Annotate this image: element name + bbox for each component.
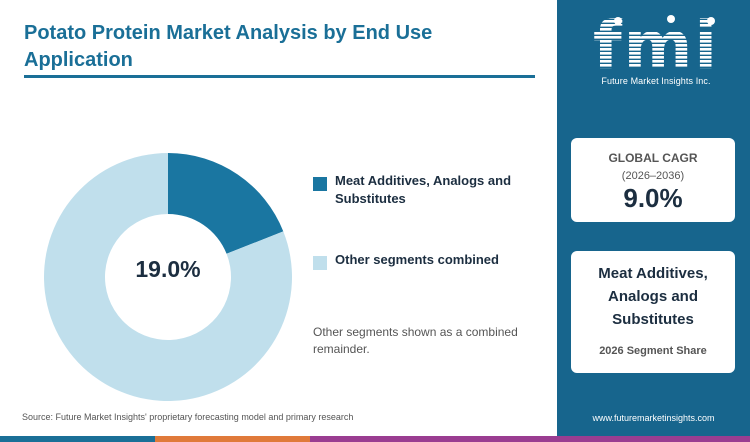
donut-slice-meat-additives [168, 153, 284, 254]
chart-title: Potato Protein Market Analysis by End Us… [24, 22, 433, 71]
legend-item-other-segments: Other segments combined [313, 251, 540, 270]
bottom-color-bar [0, 436, 750, 442]
fmi-logo: fmi Future Market Insights Inc. [571, 7, 741, 96]
source-text: Source: Future Market Insights' propriet… [22, 412, 354, 422]
legend-label-meat-additives: Meat Additives, Analogs and Substitutes [335, 173, 512, 206]
segment-card-sub: 2026 Segment Share [599, 345, 707, 357]
legend-swatch-meat-additives [313, 177, 327, 191]
title-underline [24, 75, 535, 78]
donut-chart: 19.0% [44, 153, 292, 401]
bottom-bar-segment-2 [155, 436, 310, 442]
chart-note: Other segments shown as a combined remai… [313, 325, 518, 356]
cagr-value: 9.0% [623, 183, 683, 213]
bottom-bar-segment-3 [310, 436, 750, 442]
sidebar: fmi Future Market Insights Inc. GLOBAL C… [557, 0, 750, 436]
legend-swatch-other-segments [313, 256, 327, 270]
donut-center-label: 19.0% [135, 256, 200, 282]
segment-card-label: Meat Additives, Analogs and Substitutes [598, 265, 708, 328]
donut-slice-other-segments [44, 153, 292, 401]
cagr-label: GLOBAL CAGR [608, 151, 698, 165]
svg-text:fmi: fmi [593, 12, 719, 74]
logo-tagline: Future Market Insights Inc. [601, 76, 711, 86]
fmi-logo-mark: fmi [593, 7, 719, 84]
cagr-period: (2026–2036) [621, 170, 685, 182]
cagr-card: GLOBAL CAGR (2026–2036) 9.0% [571, 138, 735, 222]
legend-item-meat-additives: Meat Additives, Analogs and Substitutes [313, 172, 530, 208]
website-url: www.futuremarketinsights.com [592, 413, 715, 423]
legend-label-other-segments: Other segments combined [335, 252, 499, 267]
segment-card: Meat Additives, Analogs and Substitutes … [571, 251, 735, 373]
bottom-bar-segment-1 [0, 436, 155, 442]
chart-panel: Potato Protein Market Analysis by End Us… [22, 22, 540, 422]
